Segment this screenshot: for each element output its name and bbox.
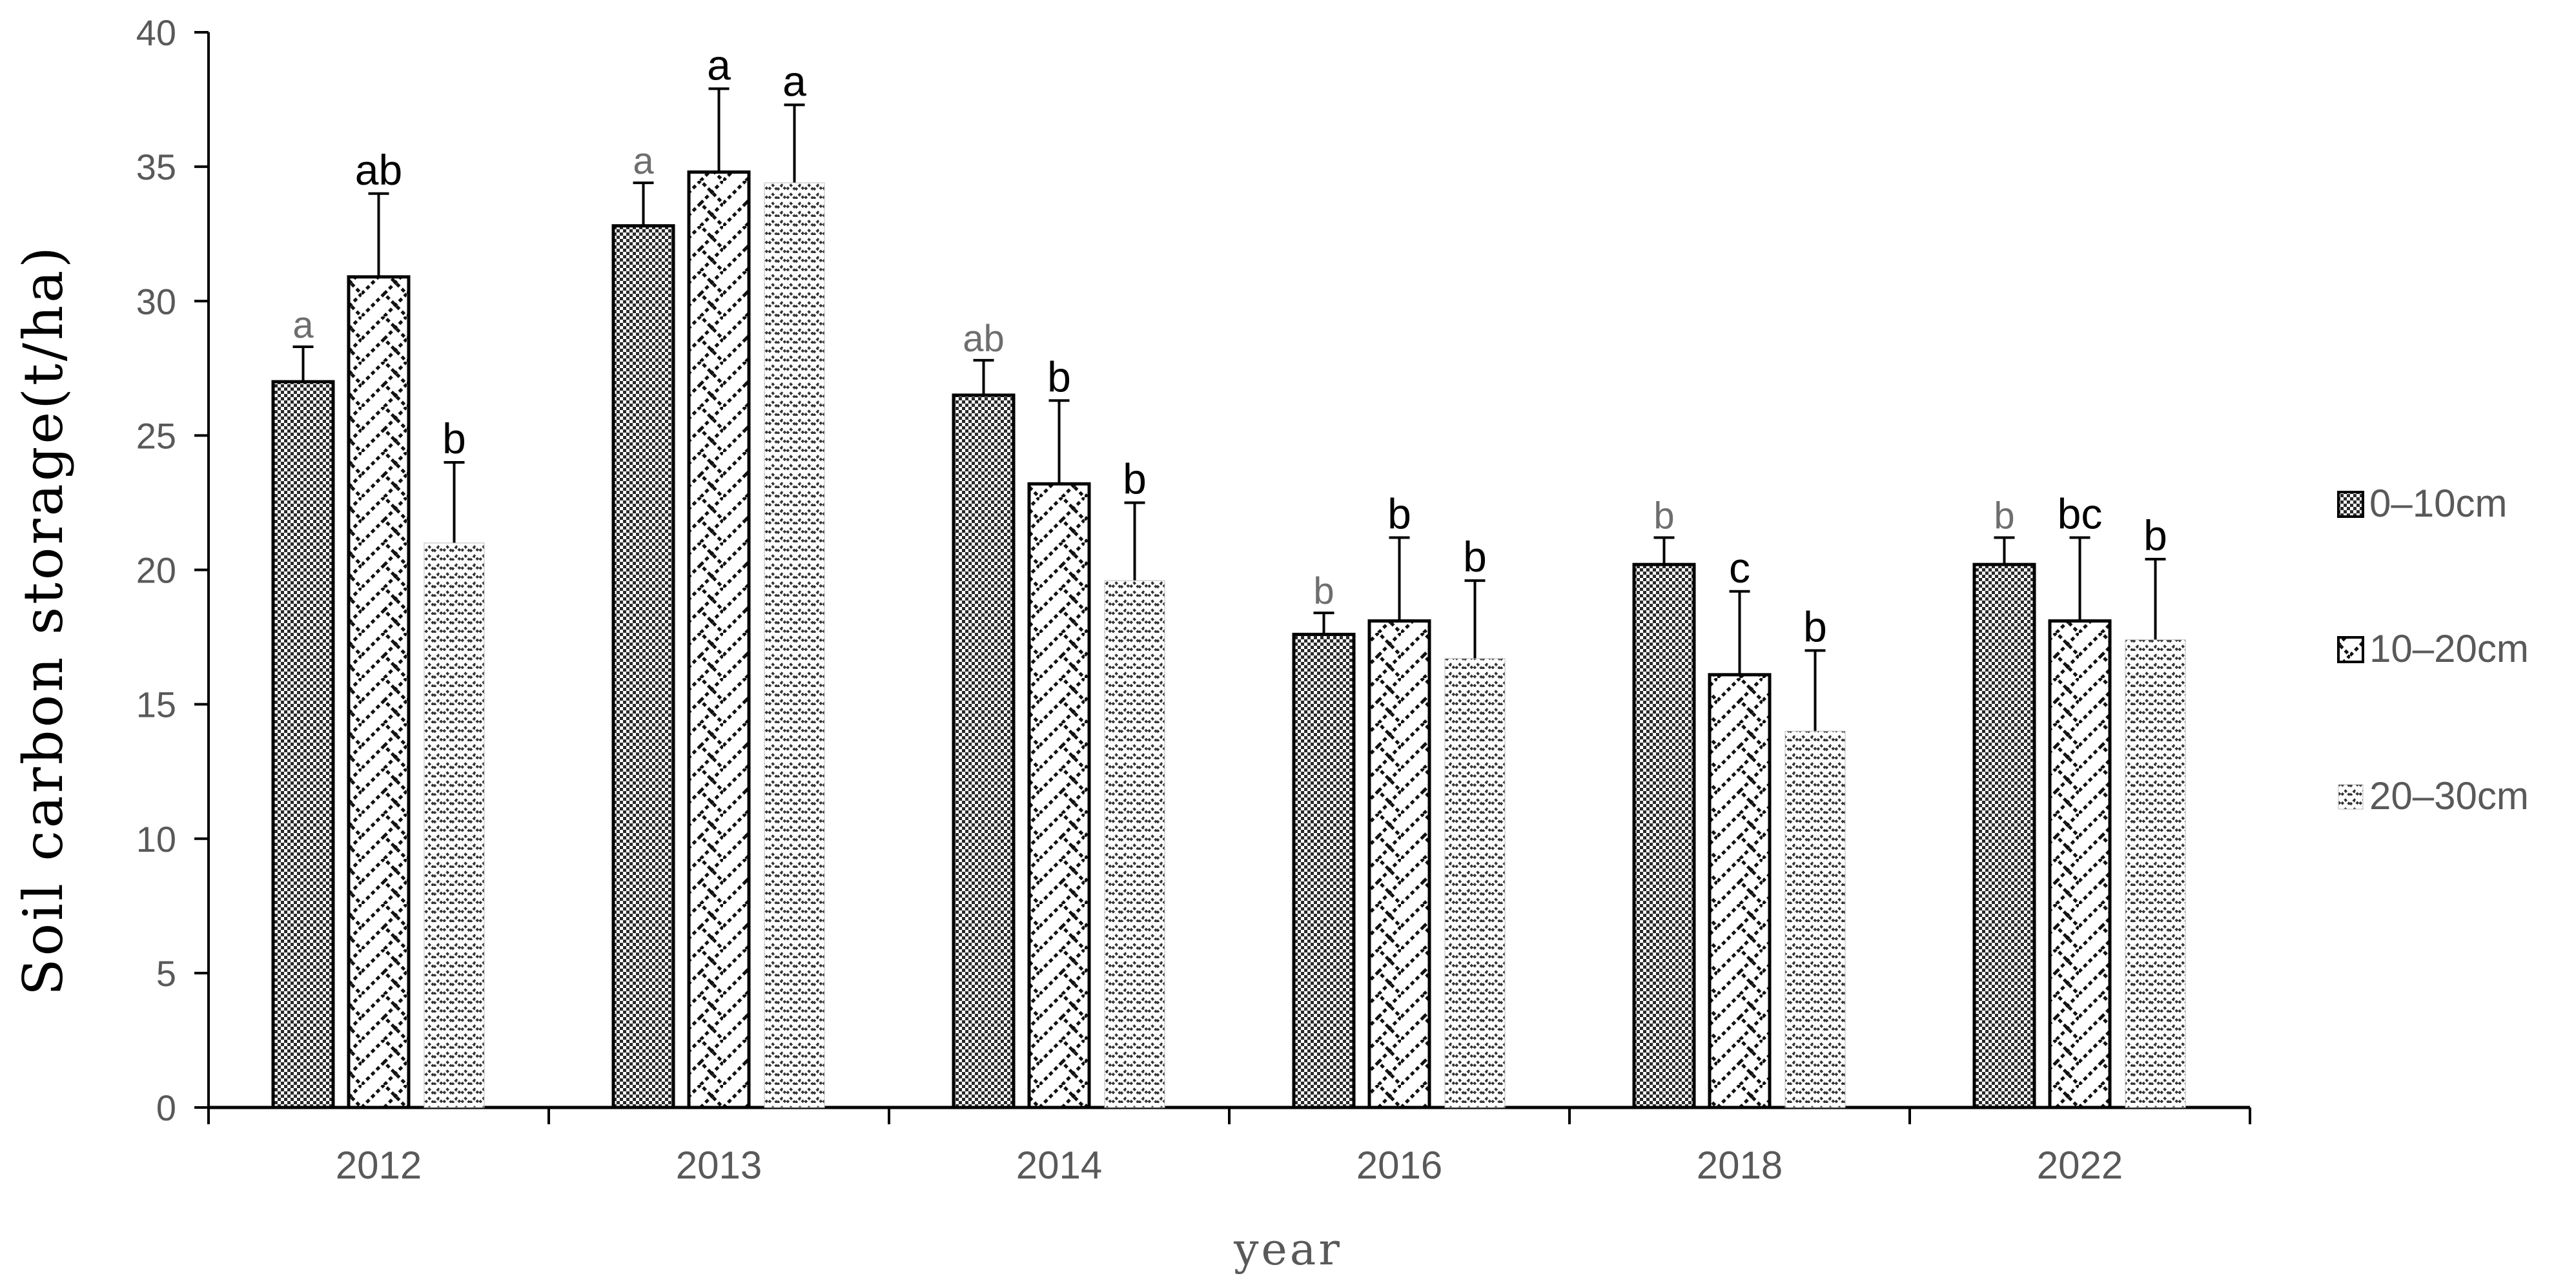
bar (1292, 632, 1356, 1109)
bar (1367, 619, 1431, 1109)
significance-label: b (2143, 511, 2167, 559)
legend: 0–10cm 10–20cm 20–30cm (2337, 482, 2529, 818)
significance-label: ab (963, 318, 1005, 360)
significance-label: b (1313, 570, 1334, 612)
x-tick-label: 2012 (336, 1144, 422, 1187)
bar (1632, 562, 1696, 1109)
bar (424, 542, 485, 1108)
bar (1027, 482, 1091, 1109)
bar (687, 170, 751, 1109)
bar (1708, 673, 1772, 1109)
legend-swatch (2337, 636, 2364, 663)
y-axis-title: Soil carbon storage(t/ha) (12, 244, 75, 996)
x-tick-label: 2022 (2037, 1144, 2123, 1187)
significance-label: a (782, 57, 806, 105)
significance-label: bc (2058, 490, 2103, 538)
bar (1784, 730, 1846, 1108)
y-tick-label: 15 (136, 685, 176, 725)
bar (2125, 639, 2186, 1108)
bars (271, 87, 2186, 1109)
y-tick-label: 35 (136, 147, 176, 187)
legend-label: 0–10cm (2369, 482, 2507, 525)
axes: 0 5 10 15 20 25 30 35 40 2012 2013 2014 2016 2018 2022 (136, 12, 2251, 1187)
significance-label: ab (355, 146, 402, 194)
y-tick-label: 5 (156, 953, 176, 994)
significance-label: a (707, 41, 731, 88)
significance-label: c (1729, 544, 1750, 592)
bar (347, 275, 411, 1109)
bar (271, 380, 335, 1109)
x-axis-title: year (1233, 1224, 1342, 1275)
y-tick-label: 30 (136, 281, 176, 322)
significance-label: b (442, 415, 466, 462)
y-tick-label: 10 (136, 819, 176, 860)
x-tick-label: 2018 (1697, 1144, 1783, 1187)
legend-label: 20–30cm (2369, 774, 2529, 818)
y-tick-label: 0 (156, 1087, 176, 1128)
significance-label: b (1803, 602, 1827, 650)
bar (611, 224, 675, 1109)
bar (1104, 580, 1165, 1108)
significance-label: b (1387, 490, 1411, 538)
significance-label: b (1047, 353, 1071, 400)
significance-label: b (1653, 495, 1674, 537)
y-tick-label: 40 (136, 12, 176, 53)
legend-label: 10–20cm (2369, 627, 2529, 670)
significance-label: b (1994, 495, 2014, 537)
bar (2048, 619, 2112, 1109)
significance-label: b (1123, 455, 1147, 502)
significance-label: a (633, 140, 654, 182)
significance-label: a (292, 304, 314, 346)
bar (1972, 562, 2036, 1109)
legend-swatch (2338, 784, 2364, 810)
x-tick-label: 2013 (676, 1144, 762, 1187)
significance-label: b (1463, 533, 1487, 581)
x-tick-label: 2016 (1356, 1144, 1442, 1187)
bar (764, 182, 825, 1108)
bar (952, 393, 1016, 1109)
x-tick-label: 2014 (1016, 1144, 1102, 1187)
legend-swatch (2337, 491, 2364, 518)
y-tick-label: 20 (136, 550, 176, 591)
y-tick-label: 25 (136, 415, 176, 456)
bar (1444, 658, 1506, 1108)
